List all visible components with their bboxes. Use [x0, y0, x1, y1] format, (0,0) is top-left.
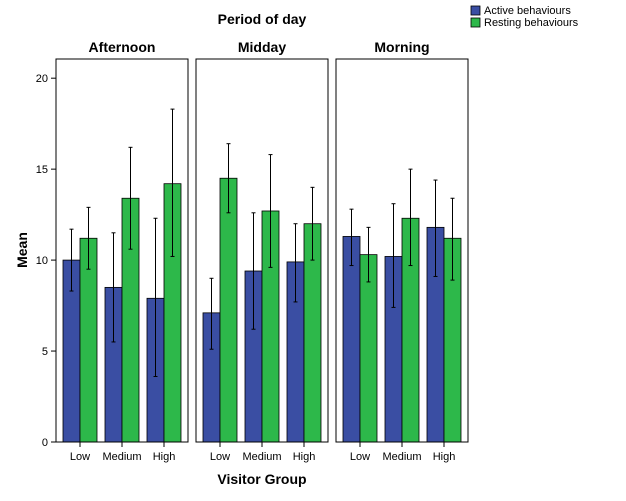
x-tick-label: Low: [70, 451, 90, 463]
bar-resting: [219, 177, 238, 443]
panel-midday: Midday Low Medium High: [195, 39, 329, 463]
panel-frame: [55, 58, 189, 443]
y-tick-label: 0: [42, 437, 48, 449]
bar-active: [342, 236, 361, 443]
x-tick-label: High: [153, 451, 176, 463]
y-axis: 0 5 10 15 20: [36, 73, 56, 449]
panel-title: Afternoon: [89, 39, 156, 55]
x-tick-label: Medium: [382, 451, 421, 463]
panel-afternoon: Afternoon Low Medium High: [55, 39, 189, 463]
x-tick-label: Medium: [242, 451, 281, 463]
y-axis-label: Mean: [14, 232, 30, 268]
panel-title: Morning: [374, 39, 429, 55]
panel-frame: [335, 58, 469, 443]
legend-swatch-resting: [470, 17, 481, 28]
legend-label-resting: Resting behaviours: [484, 17, 579, 29]
bar-resting: [359, 254, 378, 443]
y-tick-label: 15: [36, 164, 48, 176]
chart-title: Period of day: [218, 11, 307, 27]
panel-frame: [195, 58, 329, 443]
x-axis-label: Visitor Group: [217, 471, 306, 487]
x-tick-label: Low: [210, 451, 230, 463]
legend: Active behaviours Resting behaviours: [470, 5, 579, 29]
legend-swatch-active: [470, 5, 481, 16]
x-tick-label: High: [293, 451, 316, 463]
panel-morning: Morning Low Medium High: [335, 39, 469, 463]
x-tick-label: High: [433, 451, 456, 463]
y-tick-label: 5: [42, 346, 48, 358]
y-tick-label: 20: [36, 73, 48, 85]
x-tick-label: Low: [350, 451, 370, 463]
panels: Afternoon Low Medium High Midday Low Medium Hig…: [55, 39, 469, 463]
x-tick-label: Medium: [102, 451, 141, 463]
panel-title: Midday: [238, 39, 286, 55]
legend-label-active: Active behaviours: [484, 5, 571, 17]
y-tick-label: 10: [36, 255, 48, 267]
